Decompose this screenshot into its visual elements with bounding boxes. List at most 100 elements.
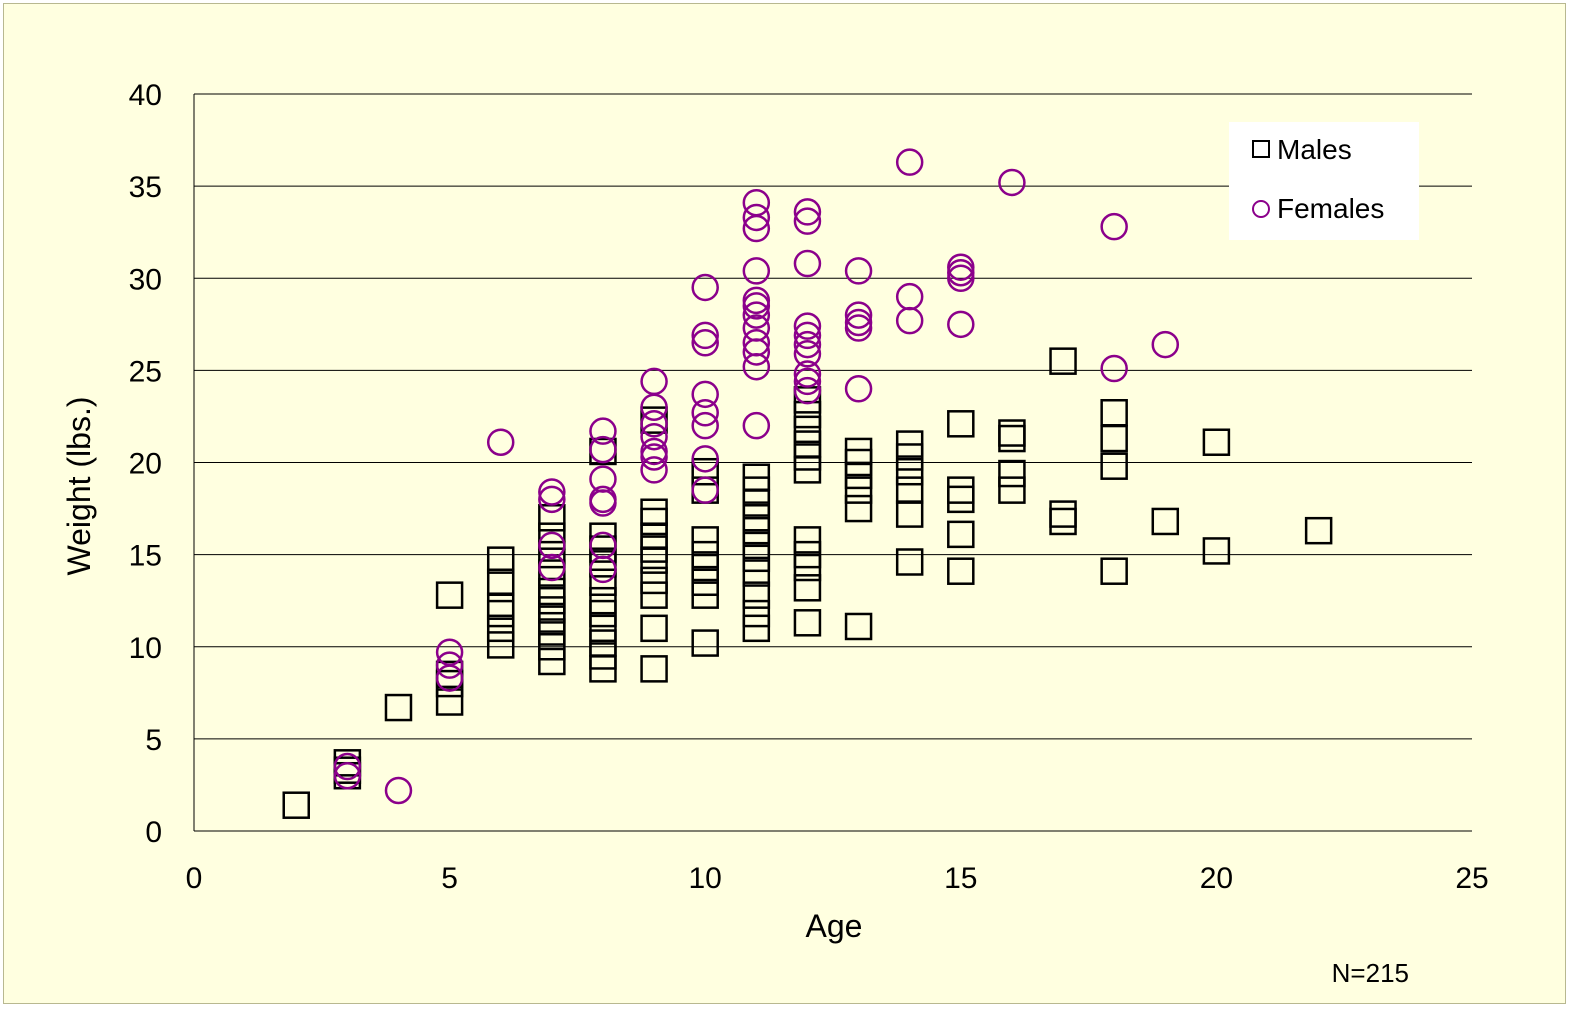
male-point-31 <box>589 586 617 615</box>
male-point-9 <box>486 631 515 659</box>
female-point-69 <box>1100 212 1128 241</box>
male-point-83 <box>895 548 924 576</box>
male-point-85 <box>895 476 924 504</box>
male-point-56 <box>742 599 771 628</box>
male-point-94 <box>998 476 1026 504</box>
male-point-22 <box>538 559 566 587</box>
male-point-14 <box>486 546 515 574</box>
male-point-54 <box>691 457 719 486</box>
male-point-93 <box>947 410 975 438</box>
female-point-9 <box>538 485 566 514</box>
x-tick-label-25: 25 <box>1455 862 1488 895</box>
female-point-16 <box>589 435 617 464</box>
female-point-42 <box>742 214 771 243</box>
female-point-57 <box>844 308 873 337</box>
male-point-70 <box>793 526 822 554</box>
female-point-46 <box>793 367 822 396</box>
female-point-14 <box>589 485 617 514</box>
female-point-58 <box>844 301 873 329</box>
male-point-4 <box>384 693 413 722</box>
female-point-51 <box>793 312 822 340</box>
male-point-44 <box>640 507 668 536</box>
male-point-91 <box>947 485 975 514</box>
y-tick-label-35: 35 <box>129 171 162 204</box>
gridlines <box>194 93 1472 832</box>
male-point-35 <box>589 522 617 550</box>
male-point-40 <box>640 566 668 595</box>
female-point-30 <box>691 328 719 357</box>
chart-frame: 0 5 10 15 20 25 30 35 40 0 5 10 15 20 25 Males Females … <box>3 3 1566 1004</box>
female-point-65 <box>947 258 975 287</box>
male-point-74 <box>793 415 822 444</box>
male-point-16 <box>538 633 566 661</box>
male-point-90 <box>947 520 975 549</box>
male-point-45 <box>640 498 668 526</box>
female-point-61 <box>895 282 924 311</box>
legend-label-males: Males <box>1277 134 1352 165</box>
male-point-52 <box>691 526 719 554</box>
female-point-0 <box>333 761 362 790</box>
female-point-5 <box>435 638 464 667</box>
male-point-86 <box>895 457 924 486</box>
female-point-4 <box>435 651 464 679</box>
male-point-102 <box>1100 452 1128 480</box>
male-point-66 <box>793 609 822 637</box>
male-point-20 <box>538 586 566 615</box>
male-point-101 <box>1100 557 1128 585</box>
y-tick-label-0: 0 <box>145 816 162 849</box>
female-point-49 <box>793 330 822 359</box>
male-point-0 <box>282 791 310 819</box>
female-point-1 <box>333 752 362 781</box>
legend-marker-males <box>1252 140 1270 158</box>
male-point-21 <box>538 577 566 606</box>
female-point-68 <box>1100 354 1128 383</box>
female-point-67 <box>998 168 1026 197</box>
sample-size-note: N=215 <box>1332 958 1409 988</box>
female-point-28 <box>691 399 719 427</box>
series-females <box>333 148 1180 805</box>
female-point-47 <box>793 360 822 388</box>
y-tick-label-25: 25 <box>129 355 162 388</box>
female-point-36 <box>742 328 771 357</box>
female-point-52 <box>793 249 822 278</box>
female-point-18 <box>640 456 668 484</box>
female-point-10 <box>538 478 566 506</box>
male-point-88 <box>895 430 924 458</box>
female-point-44 <box>742 188 771 217</box>
male-point-95 <box>998 459 1026 488</box>
male-point-23 <box>538 540 566 569</box>
legend-label-females: Females <box>1277 193 1384 224</box>
male-point-32 <box>589 568 617 597</box>
male-point-105 <box>1151 507 1180 536</box>
female-point-54 <box>793 198 822 226</box>
female-point-59 <box>844 257 873 285</box>
male-point-78 <box>844 494 873 523</box>
female-point-43 <box>742 203 771 232</box>
male-point-67 <box>793 574 822 602</box>
male-point-38 <box>640 614 668 643</box>
male-point-37 <box>640 655 668 683</box>
female-point-8 <box>538 531 566 560</box>
male-point-13 <box>486 568 515 597</box>
female-point-62 <box>895 148 924 176</box>
male-point-58 <box>742 559 771 587</box>
y-tick-label-20: 20 <box>129 448 162 481</box>
male-point-15 <box>538 647 566 676</box>
x-tick-label-15: 15 <box>944 862 977 895</box>
legend-marker-females <box>1252 200 1270 218</box>
male-point-103 <box>1100 424 1128 453</box>
male-point-99 <box>1049 500 1077 528</box>
male-point-10 <box>486 614 515 643</box>
male-point-107 <box>1202 428 1231 456</box>
y-tick-label-10: 10 <box>129 632 162 665</box>
y-tick-label-15: 15 <box>129 540 162 573</box>
male-point-57 <box>742 581 771 609</box>
female-point-15 <box>589 465 617 493</box>
male-point-8 <box>435 581 464 609</box>
x-tick-label-0: 0 <box>186 862 203 895</box>
male-point-82 <box>844 437 873 466</box>
male-point-106 <box>1202 537 1231 565</box>
female-point-70 <box>1151 330 1180 359</box>
female-point-24 <box>640 367 668 396</box>
male-point-39 <box>640 581 668 609</box>
